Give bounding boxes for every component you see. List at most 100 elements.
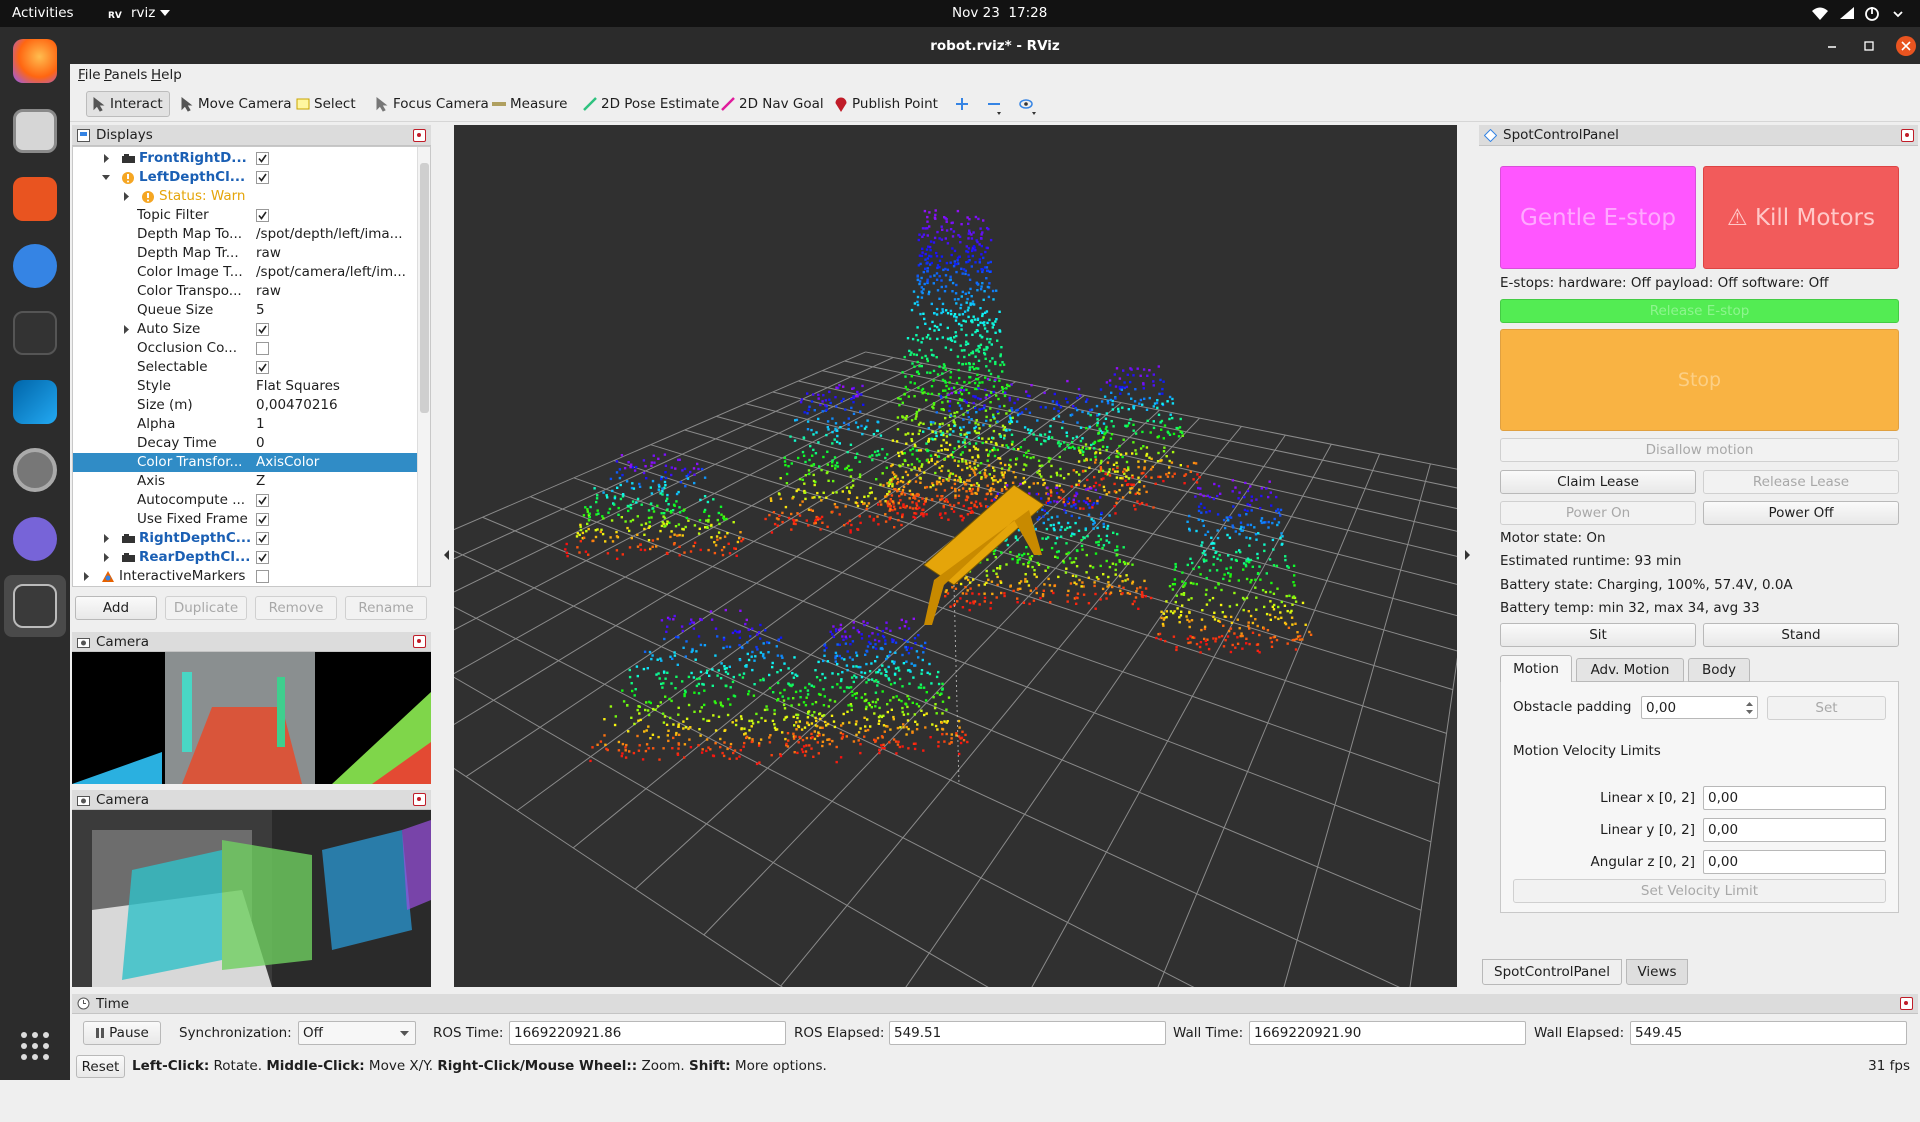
menu-item[interactable]: Help	[151, 67, 182, 83]
tree-row[interactable]: Depth Map To.../spot/depth/left/ima...	[73, 225, 417, 244]
kill-motors-button[interactable]: ⚠ Kill Motors	[1703, 166, 1899, 269]
velocity-input[interactable]: 0,00	[1703, 818, 1886, 842]
close-button[interactable]	[1900, 997, 1913, 1010]
activities[interactable]: Activities	[12, 5, 74, 21]
checkbox[interactable]	[256, 532, 269, 545]
tab[interactable]: Motion	[1500, 655, 1572, 682]
tree-row[interactable]: Color Image T.../spot/camera/left/im...	[73, 263, 417, 282]
terminal[interactable]	[13, 311, 57, 355]
gentle-estop-button[interactable]: Gentle E-stop	[1500, 166, 1696, 269]
tree-row[interactable]: Depth Map Tr... raw	[73, 244, 417, 263]
velocity-input[interactable]: 0,00	[1703, 786, 1886, 810]
tool-button[interactable]: Select	[291, 91, 362, 117]
tool-button[interactable]: Focus Camera	[370, 91, 495, 117]
show-apps[interactable]	[20, 1031, 50, 1061]
spin-arrows[interactable]	[1745, 700, 1754, 716]
time-value[interactable]: 1669220921.90	[1249, 1021, 1526, 1045]
window-controls[interactable]	[1820, 35, 1916, 57]
checkbox[interactable]	[256, 494, 269, 507]
tree-row[interactable]: Style Flat Squares	[73, 377, 417, 396]
tree-row[interactable]: Topic Filter	[73, 206, 417, 225]
rviz[interactable]	[13, 584, 57, 628]
tree-row[interactable]: Decay Time 0	[73, 434, 417, 453]
menu-item[interactable]: Panels	[104, 67, 148, 83]
scrollbar[interactable]	[417, 147, 430, 586]
checkbox[interactable]	[256, 323, 269, 336]
stop-button[interactable]: Stop	[1500, 329, 1899, 431]
tree-row[interactable]: RightDepthC...	[73, 529, 417, 548]
3d-view[interactable]	[454, 125, 1457, 987]
time-value[interactable]: 549.45	[1630, 1021, 1907, 1045]
disallow-motion-button[interactable]: Disallow motion	[1500, 438, 1899, 462]
tool-button[interactable]: Publish Point	[829, 91, 944, 117]
tree-row[interactable]: Use Fixed Frame	[73, 510, 417, 529]
tree-row[interactable]: InteractiveMarkers	[73, 567, 417, 586]
obstacle-input[interactable]: 0,00	[1641, 696, 1758, 719]
scrollbar-thumb[interactable]	[420, 163, 429, 413]
tray[interactable]	[1810, 5, 1910, 23]
tree-row[interactable]: Axis Z	[73, 472, 417, 491]
tree-row[interactable]: Status: Warn	[73, 187, 417, 206]
tab[interactable]: Body	[1688, 658, 1750, 682]
tab[interactable]: Adv. Motion	[1576, 658, 1684, 682]
release-estop-button[interactable]: Release E-stop	[1500, 299, 1899, 323]
sit-button[interactable]: Sit	[1500, 623, 1696, 647]
velocity-input[interactable]: 0,00	[1703, 850, 1886, 874]
power-on-button[interactable]: Power On	[1500, 501, 1696, 525]
time-value[interactable]: 1669220921.86	[509, 1021, 786, 1045]
network[interactable]	[13, 517, 57, 561]
dock-tab[interactable]: Views	[1626, 959, 1688, 985]
tool-button[interactable]: 2D Pose Estimate	[578, 91, 725, 117]
settings[interactable]	[13, 448, 57, 492]
tool-button[interactable]: Measure	[487, 91, 573, 117]
reset-button[interactable]: Reset	[76, 1055, 125, 1078]
tree-row[interactable]: Color Transfor... AxisColor	[73, 453, 417, 472]
stand-button[interactable]: Stand	[1703, 623, 1899, 647]
tree-row[interactable]: Autocompute ...	[73, 491, 417, 510]
display-button[interactable]: Duplicate	[165, 596, 247, 620]
tool-button[interactable]: Move Camera	[175, 91, 297, 117]
tree-row[interactable]: RearDepthCl...	[73, 548, 417, 567]
display-button[interactable]: Add	[75, 596, 157, 620]
vscode[interactable]	[13, 380, 57, 424]
time-value[interactable]: 549.51	[889, 1021, 1166, 1045]
splitter-right[interactable]	[1463, 550, 1471, 560]
checkbox[interactable]	[256, 551, 269, 564]
close-button[interactable]	[413, 129, 426, 142]
close-button[interactable]	[1901, 129, 1914, 142]
tree-row[interactable]: Alpha 1	[73, 415, 417, 434]
release-lease-button[interactable]: Release Lease	[1703, 470, 1899, 494]
tree-row[interactable]: Auto Size	[73, 320, 417, 339]
set-velocity-button[interactable]: Set Velocity Limit	[1513, 879, 1886, 903]
tree-row[interactable]: Size (m) 0,00470216	[73, 396, 417, 415]
checkbox[interactable]	[256, 209, 269, 222]
checkbox[interactable]	[256, 171, 269, 184]
display-button[interactable]: Rename	[345, 596, 427, 620]
tree-row[interactable]: LeftDepthCl...	[73, 168, 417, 187]
checkbox[interactable]	[256, 342, 269, 355]
files[interactable]	[13, 109, 57, 153]
help[interactable]	[13, 244, 57, 288]
checkbox[interactable]	[256, 570, 269, 583]
set-button[interactable]: Set	[1767, 696, 1886, 720]
checkbox[interactable]	[256, 513, 269, 526]
sync-combo[interactable]: Off	[298, 1021, 416, 1045]
tree-row[interactable]: Color Transpo... raw	[73, 282, 417, 301]
display-button[interactable]: Remove	[255, 596, 337, 620]
checkbox[interactable]	[256, 361, 269, 374]
tree-row[interactable]: Selectable	[73, 358, 417, 377]
app-menu[interactable]: rviz	[131, 5, 156, 21]
tree-row[interactable]: Queue Size 5	[73, 301, 417, 320]
close-button[interactable]	[413, 793, 426, 806]
dock-tab[interactable]: SpotControlPanel	[1482, 959, 1622, 985]
firefox[interactable]	[13, 39, 57, 83]
splitter-left[interactable]	[443, 550, 451, 560]
tree-row[interactable]: Occlusion Co...	[73, 339, 417, 358]
tree-row[interactable]: FrontRightD...	[73, 149, 417, 168]
claim-lease-button[interactable]: Claim Lease	[1500, 470, 1696, 494]
checkbox[interactable]	[256, 152, 269, 165]
tool-button[interactable]: Interact	[86, 91, 170, 117]
power-off-button[interactable]: Power Off	[1703, 501, 1899, 525]
menu-item[interactable]: File	[78, 67, 101, 83]
toolbar-extra[interactable]	[950, 94, 1050, 120]
